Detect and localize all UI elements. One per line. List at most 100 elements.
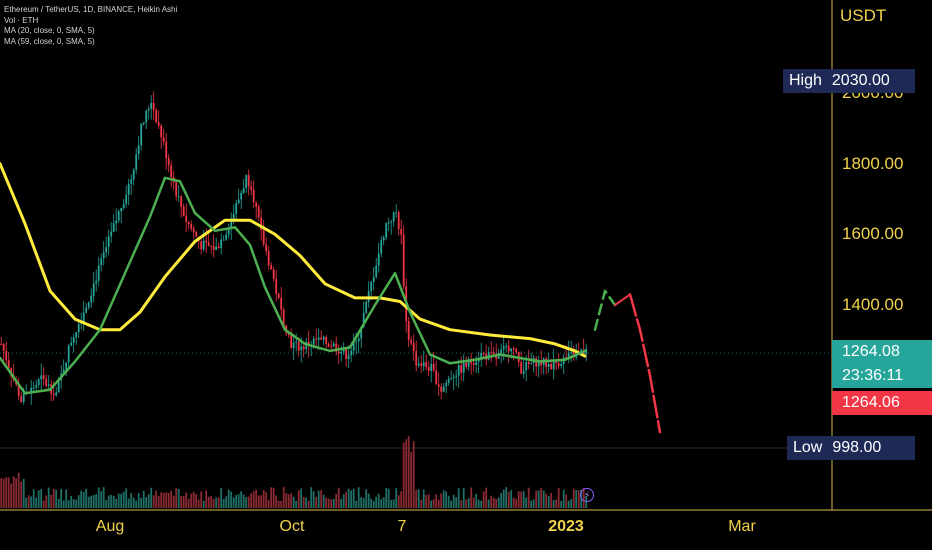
volume-bar	[550, 492, 553, 508]
candle-body	[227, 228, 230, 235]
ytick-1800: 1800.00	[842, 154, 904, 173]
volume-bar	[85, 488, 88, 508]
volume-bar	[225, 496, 228, 508]
candle-body	[262, 230, 265, 245]
volume-bar	[430, 500, 433, 508]
candle-body	[352, 342, 355, 351]
candle-body	[502, 346, 505, 350]
volume-bar	[187, 498, 190, 508]
volume-bar	[120, 493, 123, 508]
volume-bar	[65, 489, 68, 508]
candle-body	[422, 362, 425, 367]
candle-body	[30, 387, 33, 393]
volume-bar	[195, 494, 198, 508]
volume-bar	[515, 498, 518, 508]
candle-body	[292, 342, 295, 349]
volume-bar	[375, 496, 378, 508]
volume-bar	[135, 500, 138, 508]
volume-bar	[210, 495, 213, 508]
candle-body	[112, 223, 115, 232]
lightning-icon[interactable]: ⚡	[580, 488, 594, 502]
volume-bar	[465, 499, 468, 508]
volume-bar	[250, 493, 253, 508]
high-label: High	[789, 72, 822, 89]
candle-body	[415, 351, 418, 366]
candle-body	[272, 269, 275, 279]
volume-bar	[145, 497, 148, 508]
volume-bar	[520, 491, 523, 508]
candle-body	[242, 188, 245, 193]
volume-bar	[57, 498, 60, 508]
volume-bar	[95, 494, 98, 508]
volume-bar	[110, 494, 113, 508]
volume-bar	[147, 494, 150, 508]
candle-body	[412, 343, 415, 352]
volume-bar	[227, 489, 230, 508]
candle-body	[120, 208, 123, 212]
volume-bar	[412, 441, 415, 508]
volume-bar	[212, 498, 215, 508]
volume-bar	[447, 495, 450, 508]
candle-body	[217, 246, 220, 249]
candle-body	[182, 206, 185, 216]
volume-bar	[327, 498, 330, 508]
candle-body	[302, 346, 305, 350]
candle-body	[417, 363, 420, 366]
candle-body	[160, 125, 163, 138]
candle-body	[275, 278, 278, 294]
candle-body	[140, 124, 143, 146]
candle-body	[277, 293, 280, 298]
candle-body	[62, 369, 65, 374]
volume-bar	[345, 491, 348, 508]
candle-body	[195, 231, 198, 237]
candle-body	[0, 343, 3, 345]
candle-body	[345, 348, 348, 360]
volume-bar	[50, 494, 53, 508]
volume-bar	[422, 489, 425, 508]
candle-body	[267, 251, 270, 266]
projection-up-line	[593, 289, 617, 331]
volume-bar	[17, 472, 20, 508]
volume-bar	[485, 487, 488, 508]
volume-bar	[40, 488, 43, 508]
candle-body	[500, 349, 503, 353]
candle-body	[240, 192, 243, 200]
xtick-mar: Mar	[728, 518, 756, 535]
volume-bar	[30, 496, 33, 508]
volume-bar	[125, 488, 128, 508]
volume-bar	[47, 487, 50, 508]
candle-body	[455, 375, 458, 377]
candle-body	[397, 212, 400, 230]
candle-body	[477, 359, 480, 362]
volume-bar	[325, 497, 328, 508]
volume-bar	[510, 490, 513, 508]
low-value: 998.00	[832, 439, 882, 456]
candle-body	[535, 358, 538, 367]
volume-bar	[162, 492, 165, 508]
candle-body	[462, 362, 465, 373]
volume-bar	[505, 487, 508, 508]
candle-body	[87, 302, 90, 308]
volume-bar	[490, 495, 493, 508]
volume-bar	[512, 497, 515, 508]
candle-body	[162, 137, 165, 142]
candle-body	[512, 348, 515, 350]
volume-bar	[492, 497, 495, 508]
volume-bar	[115, 498, 118, 508]
candle-body	[270, 265, 273, 270]
volume-bar	[407, 436, 410, 508]
candle-body	[145, 110, 148, 123]
volume-bar	[80, 490, 83, 508]
volume-bar	[45, 495, 48, 508]
candle-body	[55, 392, 58, 396]
candle-body	[492, 352, 495, 355]
volume-bar	[320, 489, 323, 508]
volume-bar	[100, 491, 103, 508]
candle-body	[257, 206, 260, 218]
volume-bar	[222, 498, 225, 508]
candle-body	[90, 295, 93, 303]
volume-bar	[267, 499, 270, 508]
volume-bar	[460, 500, 463, 508]
candle-body	[92, 283, 95, 296]
